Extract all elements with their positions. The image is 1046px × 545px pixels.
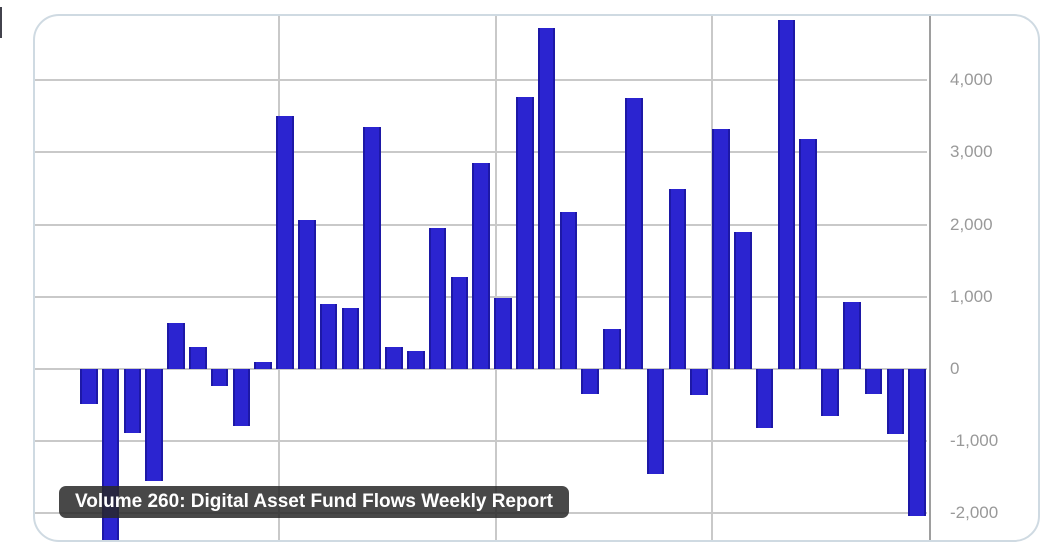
bar-week-24: [581, 369, 599, 395]
bar-week-16: [407, 350, 425, 369]
bar-week-29: [690, 369, 708, 395]
bar-week-19: [472, 163, 490, 369]
x-gridline: [494, 16, 497, 540]
bar-week-32: [755, 369, 774, 429]
bar-week-23: [559, 211, 578, 369]
bar-week-36: [843, 301, 861, 369]
y-tick-label: 3,000: [950, 142, 993, 162]
chart-caption-badge: Volume 260: Digital Asset Fund Flows Wee…: [59, 486, 569, 518]
bar-week-18: [450, 276, 469, 369]
y-tick-label: -2,000: [950, 503, 999, 523]
bar-week-25: [603, 329, 621, 369]
bar-week-28: [668, 188, 687, 369]
bar-week-8: [232, 369, 251, 427]
bar-week-22: [537, 28, 556, 369]
bar-week-4: [145, 369, 163, 481]
bar-week-1: [80, 369, 98, 405]
bar-week-27: [646, 369, 665, 474]
bar-week-11: [298, 220, 316, 369]
y-gridline: [35, 79, 927, 82]
y-tick-label: 0: [950, 359, 960, 378]
bar-chart-plot-area: Volume 260: Digital Asset Fund Flows Wee…: [35, 16, 1038, 540]
bar-week-6: [189, 347, 207, 369]
bar-week-7: [210, 369, 229, 387]
bar-week-37: [864, 369, 883, 394]
bar-week-14: [363, 127, 381, 369]
bar-week-34: [799, 139, 817, 369]
bar-week-31: [734, 231, 752, 369]
bar-week-13: [341, 307, 360, 369]
bar-week-39: [908, 369, 926, 517]
bar-week-21: [516, 96, 534, 369]
y-gridline: [35, 368, 927, 370]
chart-card: Volume 260: Digital Asset Fund Flows Wee…: [33, 14, 1040, 542]
bar-week-35: [821, 369, 839, 416]
bar-week-38: [886, 369, 905, 434]
bar-week-3: [123, 369, 142, 433]
y-axis-line: [929, 16, 931, 540]
x-gridline: [711, 16, 713, 540]
y-gridline: [35, 440, 927, 443]
bar-week-12: [319, 304, 338, 369]
bar-week-30: [712, 129, 730, 369]
y-tick-label: 1,000: [950, 286, 993, 306]
bar-week-26: [625, 98, 643, 369]
bar-week-10: [276, 116, 294, 369]
bar-week-33: [777, 20, 796, 369]
bar-week-9: [254, 361, 272, 369]
bar-week-20: [494, 298, 512, 369]
y-tick-label: 4,000: [950, 70, 993, 90]
y-tick-label: 2,000: [950, 214, 993, 234]
y-gridline: [35, 151, 927, 154]
screen-edge-artifact: [0, 7, 2, 38]
bar-week-15: [385, 347, 403, 369]
bar-week-17: [428, 228, 447, 369]
bar-week-5: [167, 322, 185, 369]
y-tick-label: -1,000: [950, 431, 999, 451]
